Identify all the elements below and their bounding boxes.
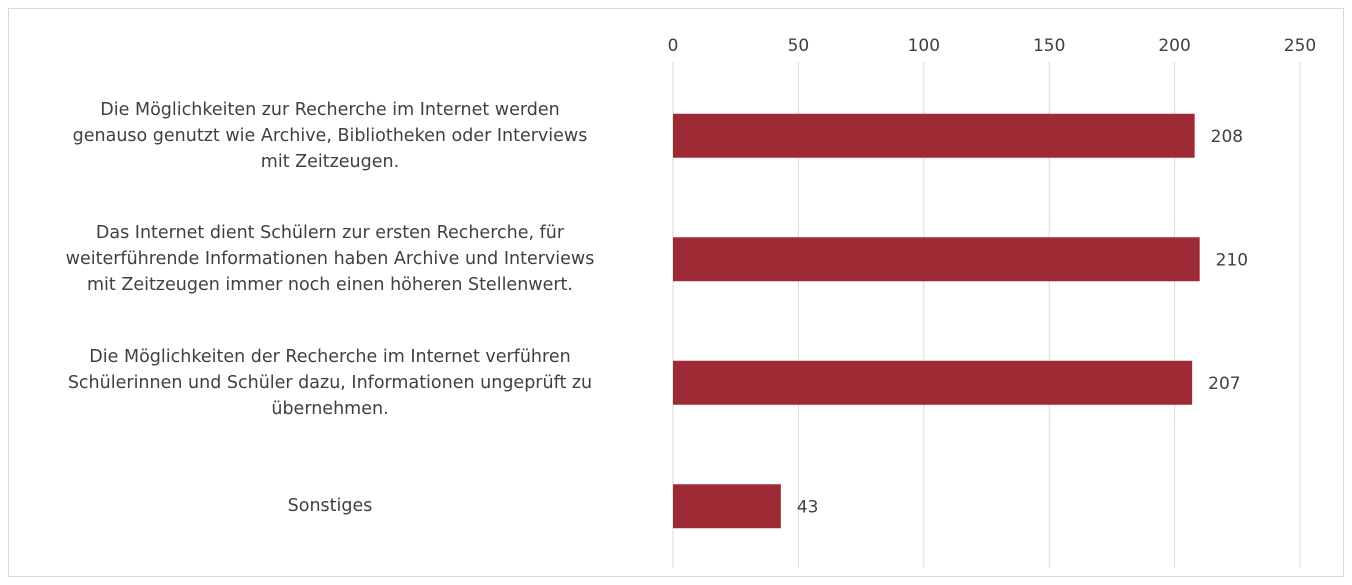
value-label: 207 bbox=[1208, 374, 1240, 394]
category-label: Sonstiges bbox=[287, 496, 373, 517]
x-tick-label: 200 bbox=[1158, 36, 1190, 56]
x-tick-label: 250 bbox=[1284, 36, 1316, 56]
bar bbox=[673, 484, 781, 529]
category-label: Die Möglichkeiten der Recherche im Inter… bbox=[67, 346, 593, 419]
value-label: 208 bbox=[1211, 127, 1243, 147]
bar bbox=[673, 113, 1195, 158]
x-tick-label: 50 bbox=[788, 36, 810, 56]
value-label: 43 bbox=[797, 497, 819, 517]
x-tick-label: 0 bbox=[668, 36, 679, 56]
x-tick-label: 150 bbox=[1033, 36, 1065, 56]
x-tick-label: 100 bbox=[908, 36, 940, 56]
category-label: Das Internet dient Schülern zur ersten R… bbox=[65, 223, 595, 296]
category-label: Die Möglichkeiten zur Recherche im Inter… bbox=[72, 99, 588, 172]
bar bbox=[673, 237, 1200, 282]
chart-border bbox=[8, 8, 1344, 577]
value-label: 210 bbox=[1216, 250, 1248, 270]
bar bbox=[673, 360, 1193, 405]
